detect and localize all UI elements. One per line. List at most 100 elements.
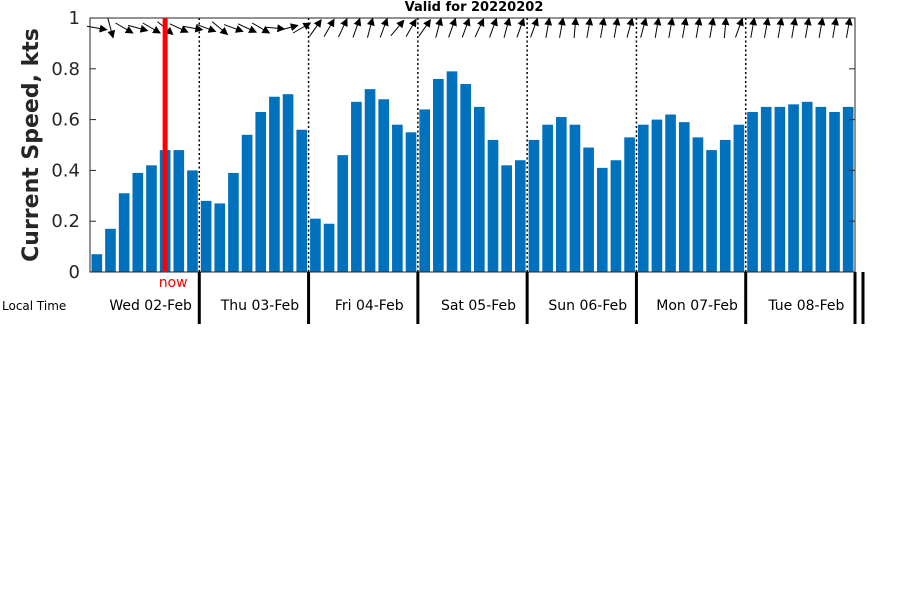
direction-arrow-22 xyxy=(390,19,405,36)
y-axis: 0 0.2 0.4 0.6 0.8 1 xyxy=(51,8,855,283)
day-label-4: Sun 06-Feb xyxy=(548,298,627,314)
direction-arrow-40 xyxy=(640,17,648,38)
bar-44 xyxy=(692,137,704,272)
direction-arrow-44 xyxy=(694,17,703,38)
direction-arrow-25 xyxy=(435,17,443,38)
direction-arrow-30 xyxy=(503,17,512,38)
bar-53 xyxy=(815,106,827,273)
direction-arrow-34 xyxy=(557,17,566,38)
bar-34 xyxy=(555,117,567,272)
plot-area-frame xyxy=(89,17,856,273)
direction-arrow-45 xyxy=(708,17,717,38)
day-label-1: Thu 03-Feb xyxy=(220,298,300,314)
bar-37 xyxy=(596,167,608,272)
bar-35 xyxy=(569,124,581,273)
direction-arrow-20 xyxy=(366,17,375,38)
bar-47 xyxy=(733,124,745,273)
direction-arrow-35 xyxy=(571,17,580,39)
y-tick-label-5: 1 xyxy=(69,8,80,29)
direction-arrow-39 xyxy=(626,17,635,38)
direction-arrow-1 xyxy=(107,18,116,39)
direction-arrow-19 xyxy=(352,17,362,38)
bar-27 xyxy=(460,84,471,272)
y-tick-label-4: 0.8 xyxy=(51,59,80,80)
direction-arrow-2 xyxy=(115,22,134,34)
bar-36 xyxy=(583,147,594,272)
direction-arrow-26 xyxy=(448,17,457,38)
bar-29 xyxy=(487,139,499,272)
bar-23 xyxy=(405,132,417,272)
direction-arrow-48 xyxy=(749,17,758,38)
bar-12 xyxy=(255,111,267,272)
direction-arrow-31 xyxy=(516,17,526,38)
bar-50 xyxy=(774,106,786,273)
bar-16 xyxy=(310,218,321,272)
bar-20 xyxy=(364,89,376,273)
direction-arrow-27 xyxy=(461,17,471,38)
bars-group xyxy=(91,71,854,273)
bar-48 xyxy=(747,111,758,272)
direction-arrow-49 xyxy=(762,17,771,38)
direction-arrows-group xyxy=(86,17,853,39)
direction-arrow-54 xyxy=(831,17,839,38)
direction-arrow-38 xyxy=(612,17,621,38)
bar-31 xyxy=(514,160,526,272)
bar-26 xyxy=(446,71,458,272)
bar-30 xyxy=(501,165,512,272)
direction-arrow-33 xyxy=(544,17,553,38)
bar-46 xyxy=(719,139,731,272)
direction-arrow-36 xyxy=(585,17,594,38)
bar-38 xyxy=(610,160,622,272)
bar-39 xyxy=(624,137,635,272)
bar-1 xyxy=(105,228,116,272)
bar-14 xyxy=(282,94,294,272)
bar-22 xyxy=(392,124,403,273)
bar-15 xyxy=(296,129,308,272)
direction-arrow-6 xyxy=(169,23,189,33)
bar-51 xyxy=(788,104,799,272)
bar-19 xyxy=(351,101,362,272)
bar-28 xyxy=(474,106,485,273)
direction-arrow-42 xyxy=(667,17,676,38)
day-label-2: Fri 04-Feb xyxy=(335,298,404,314)
direction-arrow-53 xyxy=(817,17,826,38)
direction-arrow-18 xyxy=(338,18,348,38)
direction-arrow-55 xyxy=(844,17,853,38)
direction-arrow-12 xyxy=(251,22,271,34)
bar-7 xyxy=(187,170,198,272)
direction-arrow-28 xyxy=(474,18,485,38)
bar-4 xyxy=(146,165,157,272)
direction-arrow-52 xyxy=(803,17,812,38)
direction-arrow-15 xyxy=(292,22,312,34)
bar-21 xyxy=(378,99,390,272)
bar-42 xyxy=(665,114,676,273)
bar-54 xyxy=(829,111,840,272)
direction-arrow-46 xyxy=(721,17,730,39)
day-label-6: Tue 08-Feb xyxy=(767,298,844,314)
bar-18 xyxy=(337,155,349,272)
y-tick-label-1: 0.2 xyxy=(51,211,80,232)
direction-arrow-41 xyxy=(653,17,662,38)
direction-arrow-7 xyxy=(182,24,204,33)
direction-arrow-21 xyxy=(379,17,389,38)
bar-6 xyxy=(173,150,185,272)
direction-arrow-24 xyxy=(418,18,431,37)
bar-33 xyxy=(542,124,553,273)
bar-2 xyxy=(118,193,130,272)
bar-24 xyxy=(419,109,431,272)
bar-25 xyxy=(433,78,444,273)
y-tick-label-3: 0.6 xyxy=(51,110,80,131)
direction-arrow-14 xyxy=(278,23,299,32)
day-label-0: Wed 02-Feb xyxy=(109,298,192,314)
y-axis-label: Current Speed, kts xyxy=(19,28,44,262)
bar-11 xyxy=(241,134,253,272)
direction-arrow-51 xyxy=(790,17,798,38)
bar-3 xyxy=(132,172,144,272)
day-labels-row: Wed 02-Feb Thu 03-Feb Fri 04-Feb Sat 05-Feb… xyxy=(109,272,865,324)
y-tick-label-2: 0.4 xyxy=(51,160,80,181)
direction-arrow-50 xyxy=(776,17,785,38)
bar-40 xyxy=(637,124,649,273)
day-separators xyxy=(198,18,747,272)
direction-arrow-16 xyxy=(309,18,322,37)
